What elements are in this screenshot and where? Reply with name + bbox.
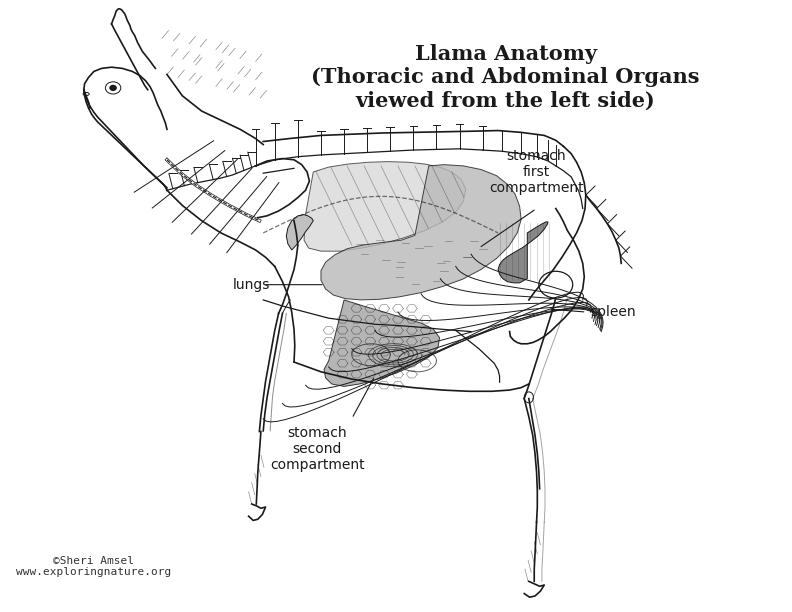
Text: lungs: lungs [232,278,270,292]
Polygon shape [287,215,314,250]
Text: stomach
second
compartment: stomach second compartment [270,426,364,472]
Text: Llama Anatomy
(Thoracic and Abdominal Organs
viewed from the left side): Llama Anatomy (Thoracic and Abdominal Or… [311,44,700,110]
Polygon shape [324,300,440,386]
Text: stomach
first
compartment: stomach first compartment [489,149,584,195]
Polygon shape [304,162,466,251]
Text: ©Sheri Amsel
www.exploringnature.org: ©Sheri Amsel www.exploringnature.org [16,556,172,577]
Polygon shape [498,222,548,283]
Circle shape [110,86,116,91]
Polygon shape [321,165,521,300]
Text: spleen: spleen [590,305,636,319]
